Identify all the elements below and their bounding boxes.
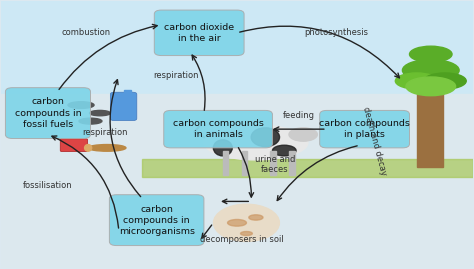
Text: urine and
faeces: urine and faeces (255, 155, 295, 174)
Text: carbon compounds
in plants: carbon compounds in plants (319, 119, 410, 139)
Bar (223, 151, 228, 175)
Ellipse shape (395, 73, 438, 89)
Bar (0, 94, 474, 268)
Text: carbon compounds
in animals: carbon compounds in animals (173, 119, 264, 139)
Ellipse shape (273, 145, 296, 156)
Ellipse shape (249, 215, 263, 220)
FancyBboxPatch shape (110, 92, 137, 121)
Ellipse shape (90, 110, 110, 116)
FancyBboxPatch shape (109, 195, 204, 246)
Ellipse shape (68, 102, 94, 108)
Ellipse shape (410, 46, 452, 62)
Ellipse shape (84, 144, 91, 151)
Circle shape (213, 204, 280, 242)
Ellipse shape (406, 77, 456, 96)
Ellipse shape (213, 140, 232, 156)
Bar (242, 151, 247, 175)
Ellipse shape (79, 118, 102, 124)
Text: combustion: combustion (61, 29, 110, 37)
Bar (143, 159, 474, 177)
Ellipse shape (289, 128, 318, 141)
FancyBboxPatch shape (60, 139, 88, 152)
Text: decomposers in soil: decomposers in soil (200, 235, 283, 243)
Text: respiration: respiration (82, 128, 128, 136)
Bar (417, 86, 443, 167)
Text: carbon
compounds in
fossil fuels: carbon compounds in fossil fuels (15, 97, 81, 129)
FancyBboxPatch shape (155, 10, 244, 56)
Text: death and decay: death and decay (361, 106, 388, 177)
Text: photosynthesis: photosynthesis (304, 29, 368, 37)
Text: fossilisation: fossilisation (23, 181, 73, 190)
Bar (0, 1, 474, 94)
Text: respiration: respiration (153, 71, 198, 80)
Ellipse shape (228, 220, 246, 226)
Bar (124, 90, 131, 94)
Bar (270, 151, 276, 175)
Text: feeding: feeding (283, 111, 314, 121)
FancyBboxPatch shape (319, 110, 410, 148)
Ellipse shape (204, 125, 308, 160)
Ellipse shape (251, 128, 280, 147)
Text: carbon
compounds in
microorganisms: carbon compounds in microorganisms (118, 204, 195, 236)
FancyBboxPatch shape (5, 88, 91, 139)
Text: carbon dioxide
in the air: carbon dioxide in the air (164, 23, 234, 43)
Ellipse shape (240, 232, 252, 236)
Ellipse shape (424, 73, 466, 89)
Bar (289, 151, 295, 175)
FancyBboxPatch shape (164, 110, 273, 148)
Ellipse shape (88, 144, 126, 151)
Ellipse shape (402, 59, 459, 81)
